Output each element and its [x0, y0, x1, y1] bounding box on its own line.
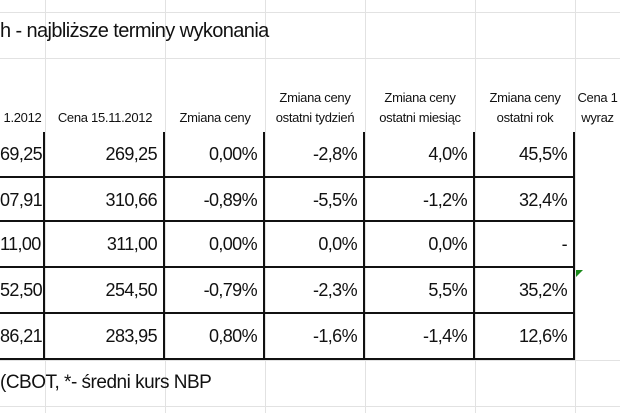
header-cell: Cena 1 wyraz	[577, 90, 618, 125]
table-cell: 311,00	[45, 222, 165, 268]
table-cell	[575, 132, 620, 178]
sheet-gridline	[45, 0, 46, 413]
table-cell: 0,00%	[165, 222, 265, 268]
header-cell: 1.2012	[3, 110, 42, 125]
sheet-gridline	[365, 0, 366, 413]
table-cell: 283,95	[45, 314, 165, 360]
table-cell: 4,0%	[365, 132, 475, 178]
cell-marker	[576, 270, 583, 277]
table-cell: 11,00	[0, 222, 45, 268]
table-cell: 310,66	[45, 178, 165, 222]
header-cell: Zmiana ceny	[179, 110, 251, 125]
table-cell	[575, 314, 620, 360]
sheet-gridline	[475, 0, 476, 413]
sheet-gridline	[165, 0, 166, 413]
table-cell: -1,2%	[365, 178, 475, 222]
table-cell: 69,25	[0, 132, 45, 178]
table-cell: -1,6%	[265, 314, 365, 360]
table-cell: 32,4%	[475, 178, 575, 222]
table-cell: 07,91	[0, 178, 45, 222]
sheet-gridline	[265, 0, 266, 413]
table-cell: 52,50	[0, 268, 45, 314]
sheet-title: h - najbliższe terminy wykonania	[0, 20, 269, 42]
table-cell: 0,80%	[165, 314, 265, 360]
table-cell: 5,5%	[365, 268, 475, 314]
table-cell	[575, 178, 620, 222]
table-cell: 254,50	[45, 268, 165, 314]
table-cell: -2,3%	[265, 268, 365, 314]
table-cell	[575, 222, 620, 268]
table-cell: -	[475, 222, 575, 268]
table-cell: -0,89%	[165, 178, 265, 222]
table-cell: 45,5%	[475, 132, 575, 178]
table-cell: 0,00%	[165, 132, 265, 178]
footnote: (CBOT, *- średni kurs NBP	[0, 372, 212, 393]
sheet-gridline	[575, 0, 576, 413]
table-cell: -5,5%	[265, 178, 365, 222]
table-cell: 0,0%	[365, 222, 475, 268]
table-cell: 12,6%	[475, 314, 575, 360]
sheet-gridline	[0, 12, 620, 13]
table-cell: 86,21	[0, 314, 45, 360]
header-cell: Zmiana ceny ostatni miesiąc	[379, 90, 461, 125]
sheet-gridline	[0, 406, 620, 407]
table-cell: -0,79%	[165, 268, 265, 314]
table-cell: 35,2%	[475, 268, 575, 314]
sheet-gridline	[0, 58, 620, 59]
table-cell: -2,8%	[265, 132, 365, 178]
table-cell: 0,0%	[265, 222, 365, 268]
header-cell: Zmiana ceny ostatni tydzień	[275, 90, 355, 125]
table-cell: -1,4%	[365, 314, 475, 360]
header-cell: Zmiana ceny ostatni rok	[489, 90, 561, 125]
sheet-gridline	[0, 360, 620, 361]
table-cell: 269,25	[45, 132, 165, 178]
header-cell: Cena 15.11.2012	[57, 110, 153, 125]
